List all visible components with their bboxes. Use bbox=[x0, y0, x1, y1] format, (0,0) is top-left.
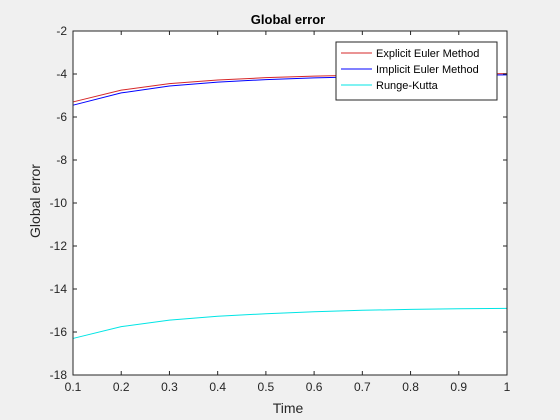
x-axis-label: Time bbox=[273, 400, 304, 416]
y-tick-label: -4 bbox=[56, 67, 67, 81]
y-axis-label: Global error bbox=[27, 164, 43, 238]
x-tick-label: 0.5 bbox=[258, 380, 275, 394]
y-tick-label: -16 bbox=[50, 325, 68, 339]
chart-title: Global error bbox=[251, 12, 325, 27]
legend-label-3: Runge-Kutta bbox=[376, 80, 439, 92]
x-tick-label: 0.3 bbox=[161, 380, 178, 394]
x-tick-label: 0.4 bbox=[209, 380, 226, 394]
legend-items: Explicit Euler Method Implicit Euler Meth… bbox=[341, 48, 479, 92]
x-tick-label: 0.9 bbox=[450, 380, 467, 394]
y-tick-label: -18 bbox=[50, 368, 68, 382]
y-tick-label: -12 bbox=[50, 239, 68, 253]
ticks-layer: 0.1 0.2 0.3 0.4 0.5 0.6 0.7 0.8 0.9 1 -18 -16 -14 -12… bbox=[50, 24, 511, 394]
legend-label-1: Explicit Euler Method bbox=[376, 48, 479, 60]
x-tick-label: 0.2 bbox=[113, 380, 130, 394]
x-tick-label: 0.8 bbox=[402, 380, 419, 394]
y-tick-label: -14 bbox=[50, 282, 68, 296]
y-tick-label: -10 bbox=[50, 196, 68, 210]
x-tick-label: 1 bbox=[504, 380, 511, 394]
x-tick-label: 0.7 bbox=[354, 380, 371, 394]
y-tick-label: -2 bbox=[56, 24, 67, 38]
series-line-3 bbox=[72, 307, 508, 339]
x-tick-label: 0.6 bbox=[306, 380, 323, 394]
legend-label-2: Implicit Euler Method bbox=[376, 64, 479, 76]
y-tick-label: -6 bbox=[56, 110, 67, 124]
y-tick-label: -8 bbox=[56, 153, 67, 167]
legend-box bbox=[335, 41, 498, 101]
legend: Explicit Euler Method Implicit Euler Meth… bbox=[335, 41, 498, 101]
x-tick-label: 0.1 bbox=[65, 380, 82, 394]
